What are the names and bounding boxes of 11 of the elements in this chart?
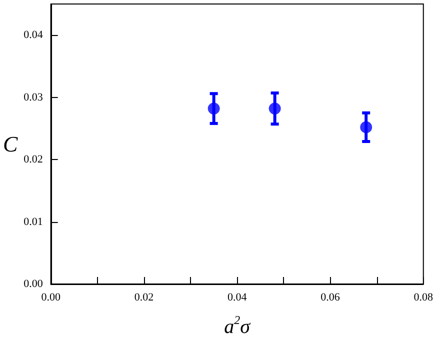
- x-tick-label: 0.08: [414, 292, 434, 304]
- y-tick-label: 0.03: [24, 91, 44, 104]
- x-tick-label: 0.04: [227, 292, 248, 304]
- x-tick-label: 0.06: [320, 292, 340, 304]
- y-tick-label: 0.02: [24, 154, 43, 166]
- y-tick-label: 0.01: [24, 216, 43, 228]
- y-axis-title: C: [2, 132, 18, 156]
- y-tick-label: 0.00: [24, 278, 44, 290]
- y-tick-label: 0.04: [24, 29, 44, 42]
- x-tick-label: 0.02: [134, 292, 154, 304]
- x-tick-label: 0.00: [41, 292, 61, 304]
